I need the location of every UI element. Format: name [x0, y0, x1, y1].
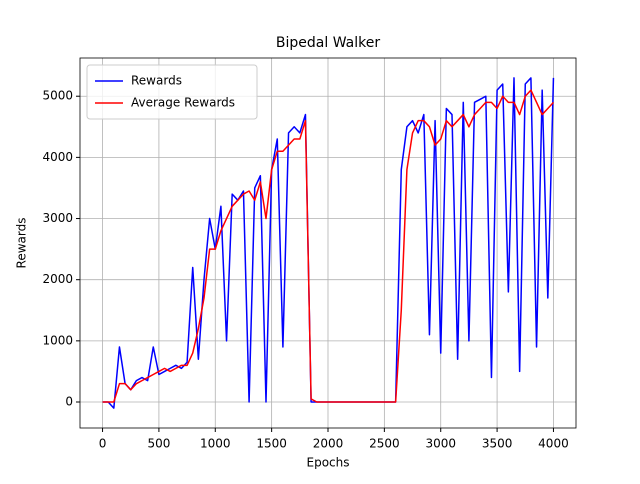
legend-label: Rewards	[131, 74, 182, 88]
x-tick-label: 2000	[313, 437, 344, 451]
x-tick-label: 3000	[425, 437, 456, 451]
x-tick-label: 3500	[482, 437, 513, 451]
x-tick-label: 1000	[200, 437, 231, 451]
legend-label: Average Rewards	[131, 96, 235, 110]
x-tick-label: 500	[147, 437, 170, 451]
y-axis-label: Rewards	[15, 218, 29, 269]
x-tick-label: 1500	[256, 437, 287, 451]
x-axis-label: Epochs	[307, 456, 350, 470]
x-tick-label: 0	[99, 437, 107, 451]
y-tick-label: 1000	[42, 333, 73, 347]
plot-frame	[79, 57, 577, 429]
y-tick-label: 3000	[42, 211, 73, 225]
y-tick-label: 4000	[42, 150, 73, 164]
y-tick-label: 2000	[42, 272, 73, 286]
series-line	[102, 89, 555, 403]
x-tick-label: 2500	[369, 437, 400, 451]
y-tick-label: 5000	[42, 89, 73, 103]
x-tick-label: 4000	[538, 437, 569, 451]
y-tick-label: 0	[65, 395, 73, 409]
legend-box	[86, 64, 258, 120]
chart-title: Bipedal Walker	[276, 35, 380, 51]
